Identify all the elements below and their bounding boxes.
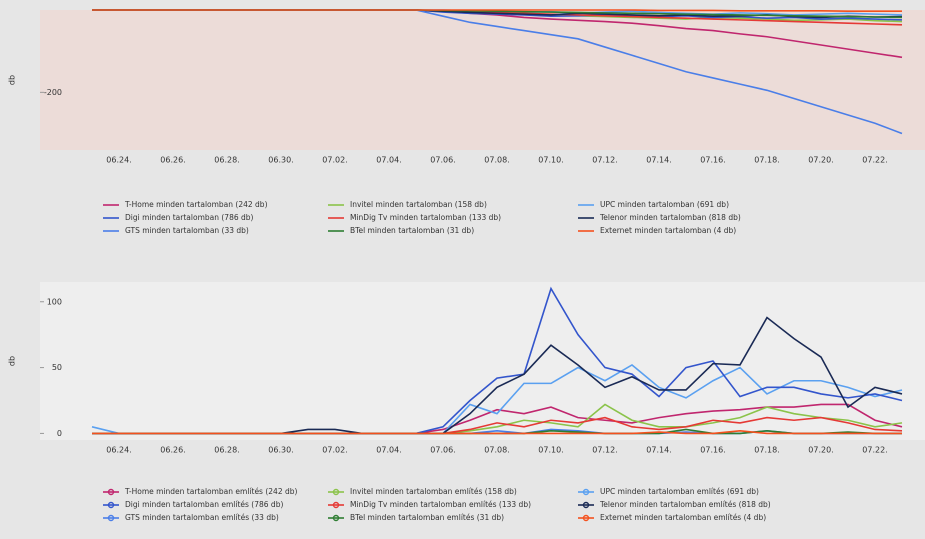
legend-label: MinDig Tv minden tartalomban (133 db): [350, 213, 501, 222]
y-tick-label: 0: [57, 429, 62, 438]
x-tick-label: 06.24.: [106, 156, 131, 165]
x-tick-label: 07.08.: [484, 156, 509, 165]
legend-marker: [107, 488, 115, 496]
x-tick-label: 07.16.: [700, 446, 725, 455]
legend-marker: [582, 501, 590, 509]
legend-label: UPC minden tartalomban említés (691 db): [600, 487, 759, 496]
legend-label: BTel minden tartalomban (31 db): [350, 226, 474, 235]
legend-label: Telenor minden tartalomban (818 db): [599, 213, 741, 222]
legend-label: T-Home minden tartalomban említés (242 d…: [124, 487, 297, 496]
y-axis-label: db: [8, 75, 17, 85]
x-tick-label: 07.10.: [538, 156, 563, 165]
legend-label: Externet minden tartalomban említés (4 d…: [600, 513, 766, 522]
legend-label: BTel minden tartalomban említés (31 db): [350, 513, 504, 522]
legend-label: Externet minden tartalomban (4 db): [600, 226, 736, 235]
x-tick-label: 07.04.: [376, 446, 401, 455]
series-line: [92, 9, 902, 13]
x-tick-label: 07.20.: [808, 446, 833, 455]
legend-label: GTS minden tartalomban említés (33 db): [125, 513, 279, 522]
series-line: [92, 429, 902, 435]
legend-label: Invitel minden tartalomban (158 db): [350, 200, 487, 209]
legend-marker: [107, 514, 115, 522]
legend-marker: [582, 514, 590, 522]
y-tick-label: 50: [52, 363, 62, 372]
x-tick-label: 07.02.: [322, 446, 347, 455]
legend-marker: [332, 488, 340, 496]
x-tick-label: 06.30.: [268, 156, 293, 165]
legend-label: Digi minden tartalomban említés (786 db): [125, 500, 283, 509]
y-tick-label: 100: [47, 297, 62, 306]
legend-label: Digi minden tartalomban (786 db): [125, 213, 254, 222]
x-tick-label: 07.10.: [538, 446, 563, 455]
legend-label: UPC minden tartalomban (691 db): [600, 200, 729, 209]
legend-label: T-Home minden tartalomban (242 db): [124, 200, 268, 209]
plot-background: [40, 10, 925, 150]
legend: T-Home minden tartalomban említés (242 d…: [103, 487, 771, 522]
x-tick-label: 07.14.: [646, 446, 671, 455]
x-tick-label: 06.28.: [214, 156, 239, 165]
x-tick-label: 07.18.: [754, 446, 779, 455]
x-tick-label: 07.16.: [700, 156, 725, 165]
legend-marker: [107, 501, 115, 509]
x-tick-label: 06.30.: [268, 446, 293, 455]
x-tick-label: 07.20.: [808, 156, 833, 165]
x-tick-label: 07.02.: [322, 156, 347, 165]
x-tick-label: 07.12.: [592, 156, 617, 165]
legend-marker: [582, 488, 590, 496]
x-tick-label: 06.24.: [106, 446, 131, 455]
x-tick-label: 07.08.: [484, 446, 509, 455]
legend-label: Invitel minden tartalomban említés (158 …: [350, 487, 517, 496]
legend: T-Home minden tartalomban (242 db) Invite…: [103, 200, 741, 235]
x-tick-label: 07.14.: [646, 156, 671, 165]
x-tick-label: 07.06.: [430, 446, 455, 455]
y-axis-label: db: [8, 356, 17, 366]
x-tick-label: 07.22.: [862, 446, 887, 455]
x-tick-label: 07.22.: [862, 156, 887, 165]
x-tick-label: 06.26.: [160, 446, 185, 455]
y-tick-label: -200: [44, 88, 62, 97]
legend-label: Telenor minden tartalomban említés (818 …: [599, 500, 771, 509]
legend-marker: [332, 514, 340, 522]
legend-label: GTS minden tartalomban (33 db): [125, 226, 249, 235]
legend-label: MinDig Tv minden tartalomban említés (13…: [350, 500, 531, 509]
plot-background: [40, 282, 925, 440]
x-tick-label: 07.12.: [592, 446, 617, 455]
x-tick-label: 07.04.: [376, 156, 401, 165]
x-tick-label: 07.06.: [430, 156, 455, 165]
x-tick-label: 06.28.: [214, 446, 239, 455]
x-tick-label: 07.18.: [754, 156, 779, 165]
x-tick-label: 06.26.: [160, 156, 185, 165]
legend-marker: [332, 501, 340, 509]
